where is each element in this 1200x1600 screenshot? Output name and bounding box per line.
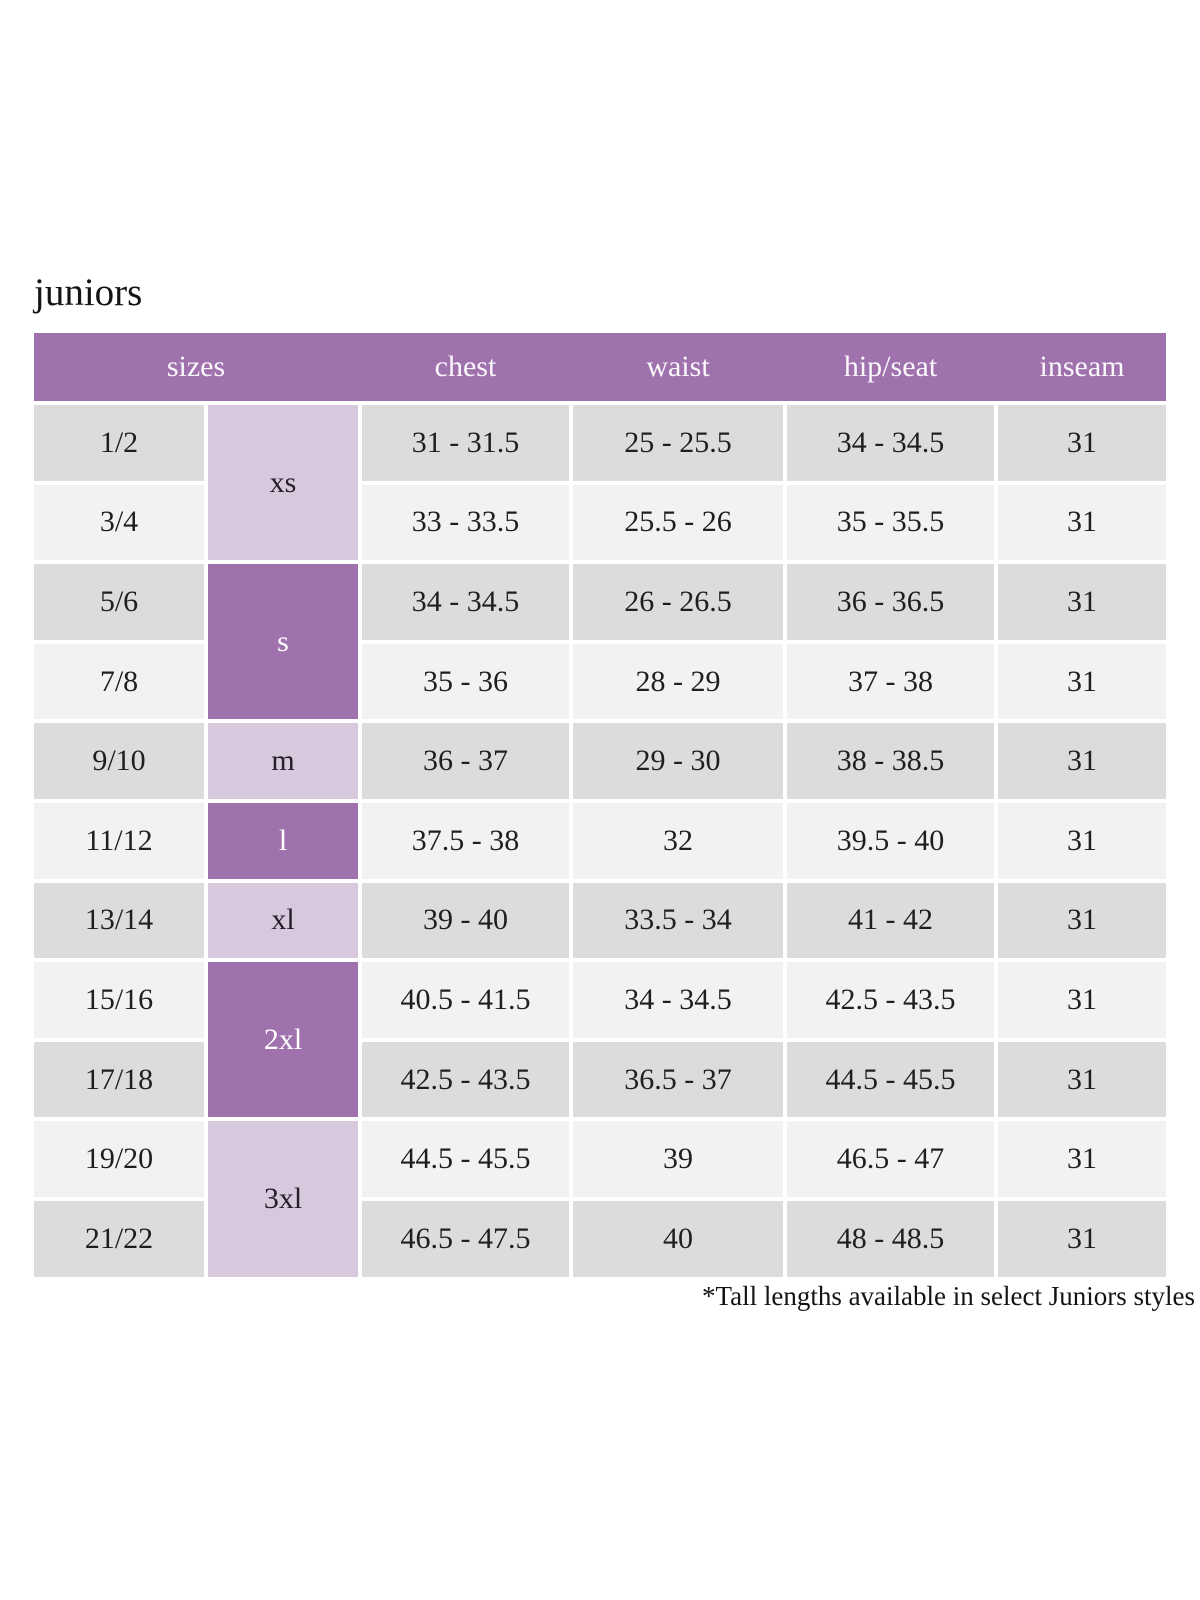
waist-cell: 25.5 - 26 — [573, 484, 783, 561]
size-group-cell-xs: xs — [208, 405, 358, 561]
inseam-cell: 31 — [998, 484, 1166, 561]
waist-cell: 36.5 - 37 — [573, 1041, 783, 1118]
column-header-waist: waist — [646, 350, 710, 383]
hip-seat-cell: 44.5 - 45.5 — [787, 1041, 994, 1118]
waist-cell: 39 — [573, 1121, 783, 1197]
waist-cell: 34 - 34.5 — [573, 962, 783, 1038]
size-group-cell-s: s — [208, 564, 358, 720]
chest-cell: 35 - 36 — [362, 643, 569, 720]
chest-cell: 39 - 40 — [362, 882, 569, 959]
size-cell: 17/18 — [34, 1041, 204, 1118]
size-cell: 19/20 — [34, 1121, 204, 1197]
chest-cell: 34 - 34.5 — [362, 564, 569, 640]
size-group-cell-xl: xl — [208, 882, 358, 959]
inseam-cell: 31 — [998, 1121, 1166, 1197]
size-group-cell-3xl: 3xl — [208, 1121, 358, 1277]
size-cell: 13/14 — [34, 882, 204, 959]
waist-cell: 28 - 29 — [573, 643, 783, 720]
column-header-hip-seat: hip/seat — [843, 350, 938, 383]
size-group-cell-2xl: 2xl — [208, 962, 358, 1118]
chest-cell: 42.5 - 43.5 — [362, 1041, 569, 1118]
hip-seat-cell: 41 - 42 — [787, 882, 994, 959]
chest-cell: 40.5 - 41.5 — [362, 962, 569, 1038]
size-group-cell-l: l — [208, 802, 358, 879]
chest-cell: 36 - 37 — [362, 723, 569, 799]
inseam-cell: 31 — [998, 564, 1166, 640]
hip-seat-cell: 37 - 38 — [787, 643, 994, 720]
size-cell: 7/8 — [34, 643, 204, 720]
waist-cell: 40 — [573, 1200, 783, 1277]
size-cell: 9/10 — [34, 723, 204, 799]
size-cell: 21/22 — [34, 1200, 204, 1277]
chest-cell: 44.5 - 45.5 — [362, 1121, 569, 1197]
waist-cell: 32 — [573, 802, 783, 879]
inseam-cell: 31 — [998, 1041, 1166, 1118]
size-cell: 15/16 — [34, 962, 204, 1038]
hip-seat-cell: 35 - 35.5 — [787, 484, 994, 561]
hip-seat-cell: 48 - 48.5 — [787, 1200, 994, 1277]
inseam-cell: 31 — [998, 723, 1166, 799]
size-cell: 1/2 — [34, 405, 204, 481]
inseam-cell: 31 — [998, 643, 1166, 720]
column-header-inseam: inseam — [1039, 350, 1125, 383]
waist-cell: 25 - 25.5 — [573, 405, 783, 481]
chest-cell: 33 - 33.5 — [362, 484, 569, 561]
size-cell: 3/4 — [34, 484, 204, 561]
hip-seat-cell: 38 - 38.5 — [787, 723, 994, 799]
page-title: juniors — [34, 271, 143, 314]
hip-seat-cell: 36 - 36.5 — [787, 564, 994, 640]
size-group-cell-m: m — [208, 723, 358, 799]
inseam-cell: 31 — [998, 802, 1166, 879]
size-cell: 11/12 — [34, 802, 204, 879]
chest-cell: 37.5 - 38 — [362, 802, 569, 879]
waist-cell: 26 - 26.5 — [573, 564, 783, 640]
waist-cell: 33.5 - 34 — [573, 882, 783, 959]
inseam-cell: 31 — [998, 1200, 1166, 1277]
table-header-row: sizes chest waist hip/seat inseam — [34, 333, 1166, 401]
juniors-size-table: sizes chest waist hip/seat inseam 1/2 31 … — [34, 333, 1166, 1277]
inseam-cell: 31 — [998, 405, 1166, 481]
hip-seat-cell: 46.5 - 47 — [787, 1121, 994, 1197]
chest-cell: 31 - 31.5 — [362, 405, 569, 481]
waist-cell: 29 - 30 — [573, 723, 783, 799]
table-body: 1/2 31 - 31.5 25 - 25.5 34 - 34.5 31 3/4 33 - … — [34, 405, 1166, 1277]
hip-seat-cell: 34 - 34.5 — [787, 405, 994, 481]
column-header-chest: chest — [434, 350, 497, 383]
hip-seat-cell: 39.5 - 40 — [787, 802, 994, 879]
chest-cell: 46.5 - 47.5 — [362, 1200, 569, 1277]
inseam-cell: 31 — [998, 962, 1166, 1038]
inseam-cell: 31 — [998, 882, 1166, 959]
column-header-sizes: sizes — [166, 350, 226, 383]
tall-lengths-footnote: *Tall lengths available in select Junior… — [701, 1281, 1195, 1311]
size-cell: 5/6 — [34, 564, 204, 640]
hip-seat-cell: 42.5 - 43.5 — [787, 962, 994, 1038]
